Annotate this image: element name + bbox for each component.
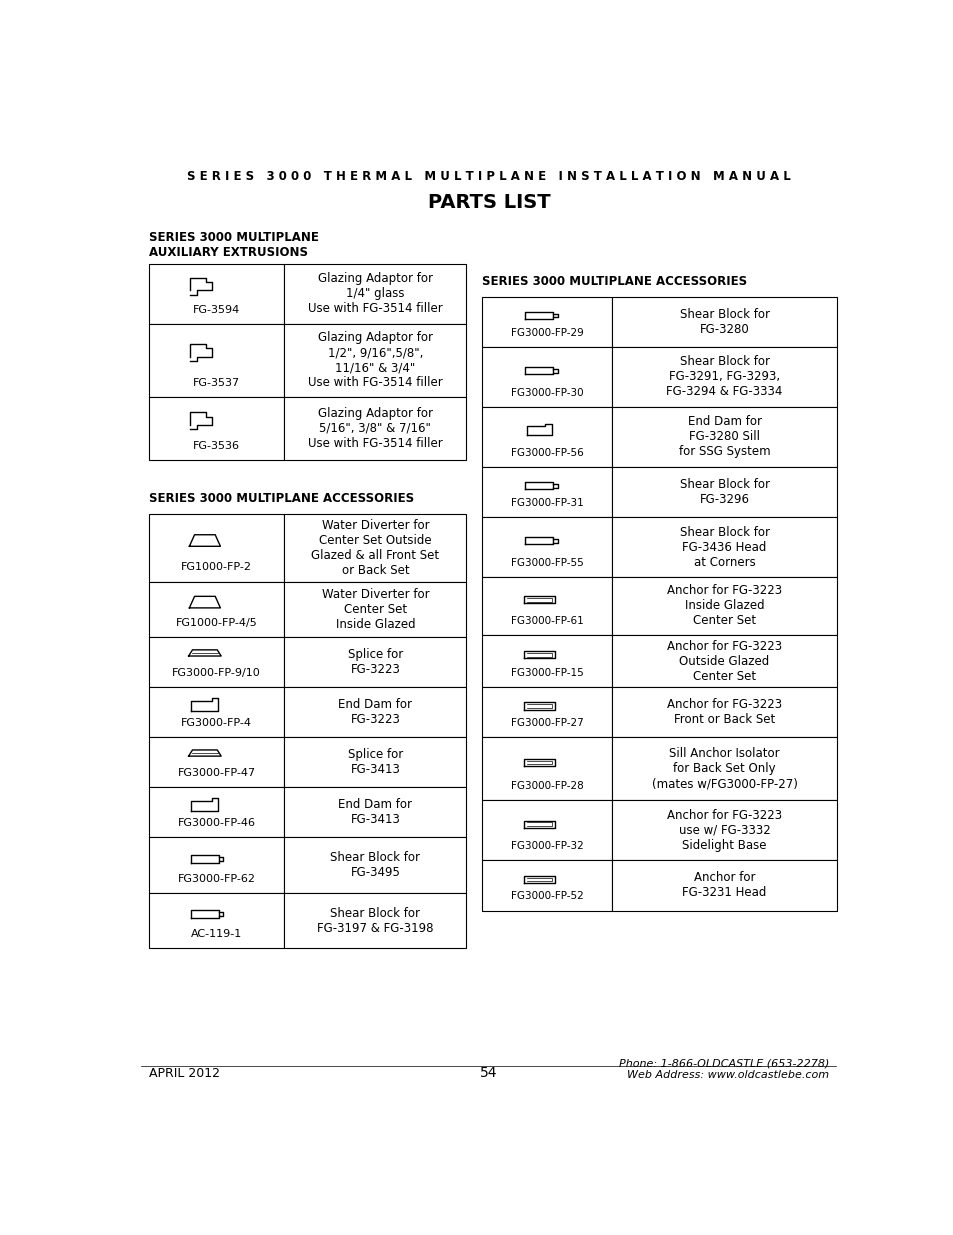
Text: FG-3536: FG-3536: [193, 441, 240, 451]
Bar: [481, 861, 612, 910]
Text: FG3000-FP-27: FG3000-FP-27: [510, 718, 583, 727]
Bar: [481, 635, 612, 687]
Bar: [284, 837, 466, 893]
Bar: [612, 737, 836, 800]
Bar: [612, 577, 836, 635]
Bar: [149, 893, 284, 948]
Text: Shear Block for
FG-3296: Shear Block for FG-3296: [679, 478, 769, 506]
Bar: [612, 635, 836, 687]
Bar: [284, 687, 466, 737]
Text: End Dam for
FG-3413: End Dam for FG-3413: [338, 798, 412, 826]
Text: End Dam for
FG-3280 Sill
for SSG System: End Dam for FG-3280 Sill for SSG System: [678, 415, 769, 458]
Text: Anchor for FG-3223
Inside Glazed
Center Set: Anchor for FG-3223 Inside Glazed Center …: [666, 584, 781, 627]
Text: FG3000-FP-46: FG3000-FP-46: [177, 818, 255, 829]
Text: SERIES 3000 MULTIPLANE ACCESSORIES: SERIES 3000 MULTIPLANE ACCESSORIES: [149, 493, 414, 505]
Bar: [612, 687, 836, 737]
Text: Shear Block for
FG-3197 & FG-3198: Shear Block for FG-3197 & FG-3198: [316, 906, 434, 935]
Bar: [481, 800, 612, 861]
Text: APRIL 2012: APRIL 2012: [149, 1067, 219, 1079]
Text: FG3000-FP-47: FG3000-FP-47: [177, 768, 255, 778]
Text: FG1000-FP-2: FG1000-FP-2: [181, 562, 252, 573]
Text: Shear Block for
FG-3436 Head
at Corners: Shear Block for FG-3436 Head at Corners: [679, 526, 769, 568]
Text: Shear Block for
FG-3291, FG-3293,
FG-3294 & FG-3334: Shear Block for FG-3291, FG-3293, FG-329…: [665, 356, 781, 399]
Text: FG3000-FP-31: FG3000-FP-31: [510, 498, 583, 508]
Text: SERIES 3000 MULTIPLANE ACCESSORIES: SERIES 3000 MULTIPLANE ACCESSORIES: [481, 275, 746, 288]
Bar: [149, 637, 284, 687]
Text: Splice for
FG-3223: Splice for FG-3223: [348, 648, 402, 677]
Text: FG3000-FP-56: FG3000-FP-56: [510, 448, 583, 458]
Bar: [612, 347, 836, 406]
Bar: [284, 637, 466, 687]
Bar: [612, 517, 836, 577]
Bar: [149, 514, 284, 582]
Text: FG1000-FP-4/5: FG1000-FP-4/5: [175, 618, 257, 627]
Bar: [612, 800, 836, 861]
Text: Anchor for FG-3223
use w/ FG-3332
Sidelight Base: Anchor for FG-3223 use w/ FG-3332 Sideli…: [666, 809, 781, 852]
Text: End Dam for
FG-3223: End Dam for FG-3223: [338, 698, 412, 726]
Text: S E R I E S   3 0 0 0   T H E R M A L   M U L T I P L A N E   I N S T A L L A T : S E R I E S 3 0 0 0 T H E R M A L M U L …: [187, 169, 790, 183]
Text: FG3000-FP-32: FG3000-FP-32: [510, 841, 583, 851]
Text: Sill Anchor Isolator
for Back Set Only
(mates w/FG3000-FP-27): Sill Anchor Isolator for Back Set Only (…: [651, 747, 797, 790]
Text: Shear Block for
FG-3280: Shear Block for FG-3280: [679, 308, 769, 336]
Bar: [481, 467, 612, 517]
Text: Splice for
FG-3413: Splice for FG-3413: [348, 748, 402, 777]
Text: Water Diverter for
Center Set
Inside Glazed: Water Diverter for Center Set Inside Gla…: [321, 588, 429, 631]
Bar: [149, 582, 284, 637]
Text: PARTS LIST: PARTS LIST: [427, 193, 550, 212]
Text: AC-119-1: AC-119-1: [191, 929, 242, 939]
Bar: [284, 514, 466, 582]
Bar: [284, 893, 466, 948]
Text: FG-3537: FG-3537: [193, 378, 240, 388]
Bar: [284, 264, 466, 324]
Text: Anchor for FG-3223
Front or Back Set: Anchor for FG-3223 Front or Back Set: [666, 698, 781, 726]
Text: FG3000-FP-4: FG3000-FP-4: [181, 718, 252, 727]
Bar: [149, 324, 284, 396]
Bar: [612, 861, 836, 910]
Bar: [481, 737, 612, 800]
Bar: [481, 577, 612, 635]
Text: FG3000-FP-28: FG3000-FP-28: [510, 782, 583, 792]
Bar: [481, 406, 612, 467]
Text: Water Diverter for
Center Set Outside
Glazed & all Front Set
or Back Set: Water Diverter for Center Set Outside Gl…: [311, 519, 439, 577]
Bar: [149, 737, 284, 787]
Text: FG-3594: FG-3594: [193, 305, 240, 315]
Text: 54: 54: [479, 1066, 497, 1079]
Bar: [612, 406, 836, 467]
Bar: [149, 787, 284, 837]
Text: FG3000-FP-30: FG3000-FP-30: [510, 388, 582, 398]
Bar: [612, 467, 836, 517]
Bar: [481, 687, 612, 737]
Text: FG3000-FP-62: FG3000-FP-62: [177, 873, 255, 883]
Bar: [284, 396, 466, 461]
Bar: [284, 582, 466, 637]
Text: SERIES 3000 MULTIPLANE
AUXILIARY EXTRUSIONS: SERIES 3000 MULTIPLANE AUXILIARY EXTRUSI…: [149, 231, 318, 259]
Bar: [481, 296, 612, 347]
Text: Anchor for FG-3223
Outside Glazed
Center Set: Anchor for FG-3223 Outside Glazed Center…: [666, 640, 781, 683]
Bar: [149, 837, 284, 893]
Text: Glazing Adaptor for
5/16", 3/8" & 7/16"
Use with FG-3514 filler: Glazing Adaptor for 5/16", 3/8" & 7/16" …: [308, 408, 442, 450]
Bar: [284, 787, 466, 837]
Text: FG3000-FP-15: FG3000-FP-15: [510, 668, 583, 678]
Bar: [284, 324, 466, 396]
Text: FG3000-FP-29: FG3000-FP-29: [510, 327, 583, 337]
Text: FG3000-FP-61: FG3000-FP-61: [510, 615, 583, 626]
Bar: [149, 396, 284, 461]
Bar: [149, 264, 284, 324]
Text: FG3000-FP-9/10: FG3000-FP-9/10: [172, 668, 260, 678]
Bar: [284, 737, 466, 787]
Text: Glazing Adaptor for
1/4" glass
Use with FG-3514 filler: Glazing Adaptor for 1/4" glass Use with …: [308, 272, 442, 315]
Text: FG3000-FP-55: FG3000-FP-55: [510, 558, 583, 568]
Text: Shear Block for
FG-3495: Shear Block for FG-3495: [330, 851, 420, 879]
Text: Glazing Adaptor for
1/2", 9/16",5/8",
11/16" & 3/4"
Use with FG-3514 filler: Glazing Adaptor for 1/2", 9/16",5/8", 11…: [308, 331, 442, 389]
Bar: [149, 687, 284, 737]
Text: FG3000-FP-52: FG3000-FP-52: [510, 892, 583, 902]
Bar: [481, 347, 612, 406]
Text: Anchor for
FG-3231 Head: Anchor for FG-3231 Head: [681, 872, 766, 899]
Bar: [612, 296, 836, 347]
Bar: [481, 517, 612, 577]
Text: Phone: 1-866-OLDCASTLE (653-2278)
Web Address: www.oldcastlebe.com: Phone: 1-866-OLDCASTLE (653-2278) Web Ad…: [618, 1058, 828, 1079]
